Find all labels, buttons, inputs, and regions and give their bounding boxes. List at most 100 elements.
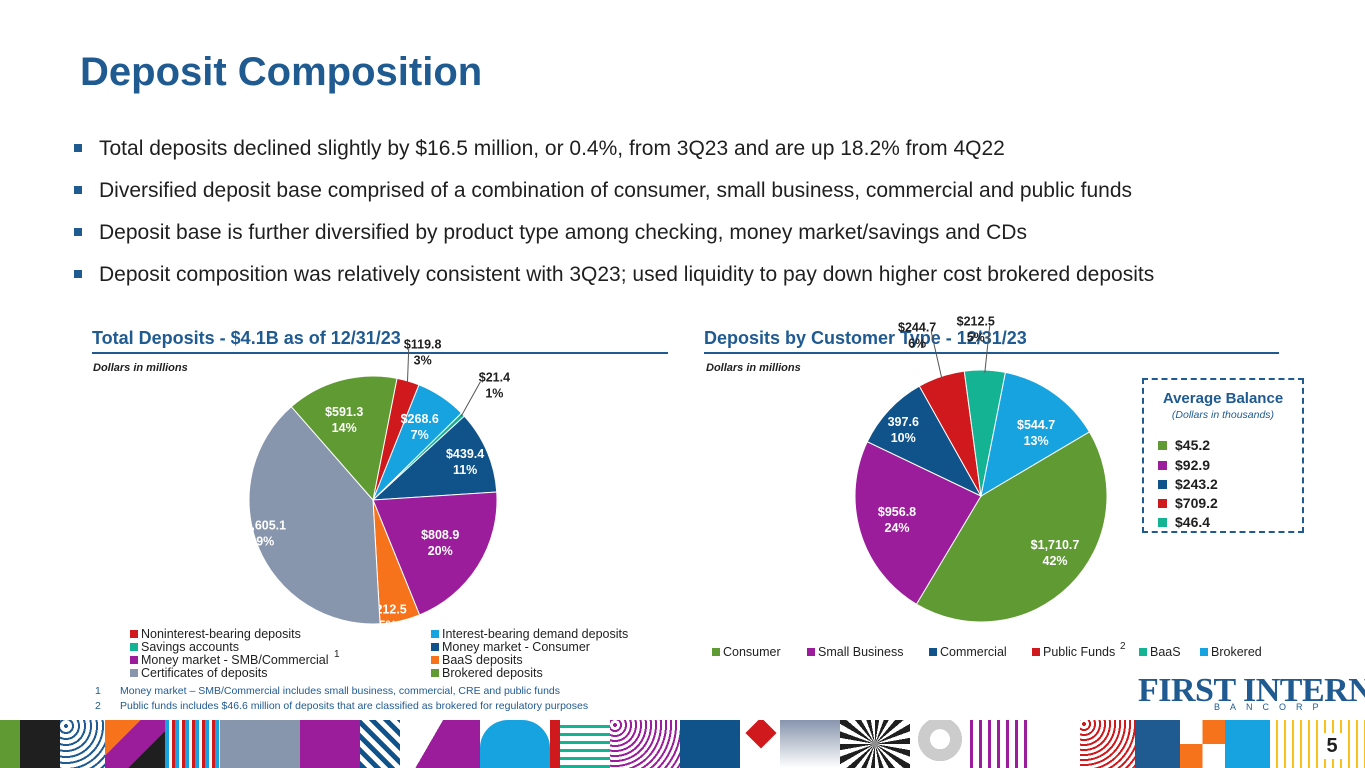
- legend-swatch: [712, 648, 720, 656]
- average-balance-item: $46.4: [1158, 514, 1210, 530]
- decor-block: [610, 720, 680, 768]
- legend-label: Money market - Consumer: [442, 640, 590, 654]
- decor-block: [105, 720, 165, 768]
- slice-data-label: $439.4 11%: [446, 447, 484, 477]
- slice-data-label: $956.8 24%: [878, 505, 916, 535]
- bullet-square-icon: [74, 270, 82, 278]
- legend-swatch: [929, 648, 937, 656]
- legend-item: Noninterest-bearing deposits: [130, 628, 301, 641]
- legend-swatch: [431, 656, 439, 664]
- footnote-text: Public funds includes $46.6 million of d…: [120, 700, 589, 712]
- legend-label: Certificates of deposits: [141, 666, 268, 680]
- bullet-square-icon: [74, 144, 82, 152]
- decor-block: [560, 720, 610, 768]
- footnote-number: 2: [95, 700, 101, 712]
- footnote: 1 Money market – SMB/Commercial includes …: [95, 685, 560, 697]
- page-title: Deposit Composition: [80, 50, 483, 94]
- legend-label: Brokered deposits: [442, 666, 543, 680]
- pie-slice: [248, 405, 381, 625]
- average-balance-title: Average Balance: [1162, 390, 1284, 407]
- legend-swatch: [1158, 441, 1167, 450]
- legend-item: Money market - Consumer: [431, 641, 590, 654]
- legend-item: Brokered deposits: [431, 667, 543, 680]
- legend-swatch: [1158, 518, 1167, 527]
- legend-swatch: [1158, 461, 1167, 470]
- chart-units-note: Dollars in millions: [706, 362, 801, 374]
- chart-units-note: Dollars in millions: [93, 362, 188, 374]
- decor-block: [1135, 720, 1180, 768]
- legend-label: Commercial: [940, 645, 1007, 659]
- decor-block: [970, 720, 1030, 768]
- chart-title-rule: [704, 352, 1279, 354]
- bullet-text: Total deposits declined slightly by $16.…: [99, 137, 1005, 160]
- legend-item: BaaS deposits: [431, 654, 523, 667]
- decorative-footer-strip: [0, 720, 1365, 768]
- average-balance-item: $709.2: [1158, 495, 1218, 511]
- legend-item: BaaS: [1139, 646, 1181, 659]
- bullet-text: Diversified deposit base comprised of a …: [99, 179, 1132, 202]
- chart-title-total-deposits: Total Deposits - $4.1B as of 12/31/23: [92, 328, 401, 348]
- bullet-item: Total deposits declined slightly by $16.…: [72, 128, 1154, 170]
- legend-swatch: [130, 630, 138, 638]
- decor-block: [360, 720, 400, 768]
- legend-label: BaaS: [1150, 645, 1181, 659]
- legend-swatch: [431, 669, 439, 677]
- decor-block: [400, 720, 480, 768]
- average-balance-value: $243.2: [1175, 476, 1218, 492]
- label-leader-line: [984, 325, 991, 373]
- label-leader-line: [460, 381, 481, 417]
- footnote-number: 1: [95, 685, 101, 697]
- decor-block: [20, 720, 60, 768]
- legend-label: Savings accounts: [141, 640, 239, 654]
- slice-data-label: $119.8 3%: [404, 338, 442, 368]
- slice-data-label: $212.5 5%: [957, 314, 995, 344]
- legend-swatch: [431, 643, 439, 651]
- decor-block: [165, 720, 220, 768]
- decor-block: [480, 720, 550, 768]
- decor-block: [220, 720, 300, 768]
- average-balance-value: $46.4: [1175, 514, 1211, 530]
- decor-block: [60, 720, 105, 768]
- average-balance-value: $45.2: [1175, 437, 1211, 453]
- legend-item: Public Funds: [1032, 646, 1115, 659]
- slice-data-label: $244.7 6%: [898, 321, 936, 351]
- bullet-text: Deposit base is further diversified by p…: [99, 221, 1027, 244]
- decor-block: [910, 720, 970, 768]
- bullet-list: Total deposits declined slightly by $16.…: [72, 128, 1154, 296]
- decor-block: [1080, 720, 1135, 768]
- label-leader-line: [930, 331, 943, 379]
- legend-footnote-marker: 2: [1120, 641, 1126, 652]
- slice-data-label: $1,710.7 42%: [1031, 538, 1080, 568]
- legend-swatch: [1158, 499, 1167, 508]
- slice-data-label: $268.6 7%: [401, 412, 439, 442]
- legend-swatch: [1200, 648, 1208, 656]
- legend-swatch: [1158, 480, 1167, 489]
- logo-wordmark: FIRST INTERNET: [1138, 672, 1365, 709]
- pie-slice: [372, 491, 498, 616]
- decor-block: [1030, 720, 1080, 768]
- decor-block: [1225, 720, 1270, 768]
- pie-slice: [915, 431, 1108, 623]
- legend-item: Money market - SMB/Commercial: [130, 654, 329, 667]
- chart-title-customer-type: Deposits by Customer Type - 12/31/23: [704, 328, 1027, 348]
- legend-label: Consumer: [723, 645, 781, 659]
- pie-slice: [866, 385, 983, 498]
- bullet-square-icon: [74, 186, 82, 194]
- pie-slice: [980, 371, 1091, 497]
- legend-swatch: [130, 656, 138, 664]
- pie-slice: [371, 415, 498, 501]
- chart-title-rule: [92, 352, 668, 354]
- pie-slice: [854, 441, 982, 605]
- decor-block: [840, 720, 910, 768]
- decor-block: [680, 720, 740, 768]
- average-balance-value: $92.9: [1175, 457, 1211, 473]
- legend-item: Small Business: [807, 646, 903, 659]
- average-balance-box: Average Balance (Dollars in thousands) $…: [1142, 378, 1304, 533]
- decor-block: [780, 720, 840, 768]
- legend-item: Interest-bearing demand deposits: [431, 628, 628, 641]
- slice-data-label: $21.4 1%: [479, 371, 510, 401]
- legend-label: Money market - SMB/Commercial: [141, 653, 329, 667]
- legend-label: Public Funds: [1043, 645, 1116, 659]
- label-leader-line: [406, 348, 410, 384]
- bullet-item: Deposit base is further diversified by p…: [72, 212, 1154, 254]
